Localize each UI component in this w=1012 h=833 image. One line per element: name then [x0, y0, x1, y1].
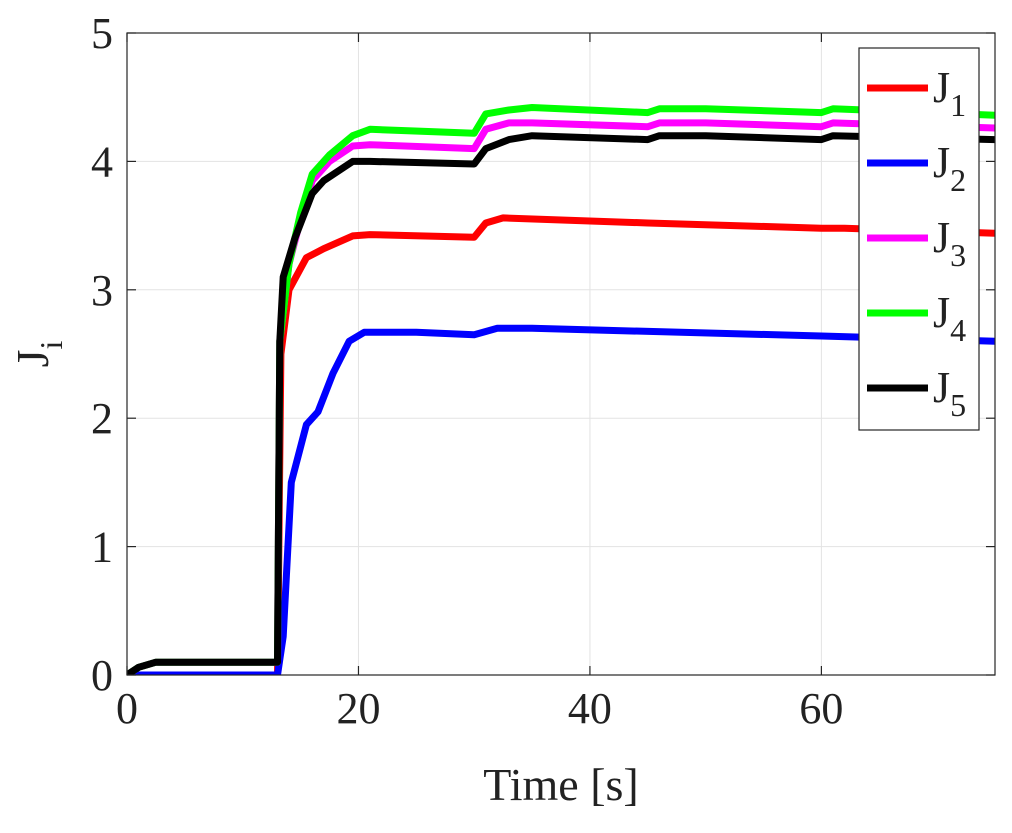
y-tick-label: 2	[91, 394, 113, 443]
series-lines	[127, 104, 995, 675]
x-tick-label: 60	[799, 684, 843, 733]
y-tick-label: 1	[91, 523, 113, 572]
legend-label-sub: 1	[950, 87, 966, 123]
plot-frame	[126, 32, 996, 676]
y-axis-label: Ji	[7, 340, 69, 367]
x-tick-label: 0	[116, 684, 138, 733]
svg-text:Ji: Ji	[7, 340, 69, 367]
legend-label-sub: 3	[950, 237, 966, 273]
series-line-J2	[127, 324, 995, 675]
x-tick-label: 40	[568, 684, 612, 733]
x-tick-label: 20	[336, 684, 380, 733]
legend-label-J3: J3	[933, 213, 966, 273]
legend-label-main: J	[933, 213, 950, 262]
y-tick-label: 5	[91, 9, 113, 58]
legend-label-main: J	[933, 363, 950, 412]
legend-label-sub: 4	[950, 312, 966, 348]
legend-label-sub: 5	[950, 387, 966, 423]
y-axis-label-main: J	[7, 349, 58, 367]
legend-label-main: J	[933, 288, 950, 337]
axis-ticks: 0 20 40 60 0 1 2 3 4 5	[91, 9, 995, 733]
y-tick-label: 4	[91, 137, 113, 186]
x-axis-label: Time [s]	[483, 759, 639, 810]
y-tick-label: 3	[91, 266, 113, 315]
legend-label-sub: 2	[950, 162, 966, 198]
legend-label-J2: J2	[933, 138, 966, 198]
y-tick-label: 0	[91, 651, 113, 700]
series-line-J5	[127, 132, 995, 675]
y-axis-label-sub: i	[33, 340, 69, 349]
legend-label-main: J	[933, 138, 950, 187]
legend-label-main: J	[933, 63, 950, 112]
legend-label-J1: J1	[933, 63, 966, 123]
legend-label-J5: J5	[933, 363, 966, 423]
legend-label-J4: J4	[933, 288, 966, 348]
